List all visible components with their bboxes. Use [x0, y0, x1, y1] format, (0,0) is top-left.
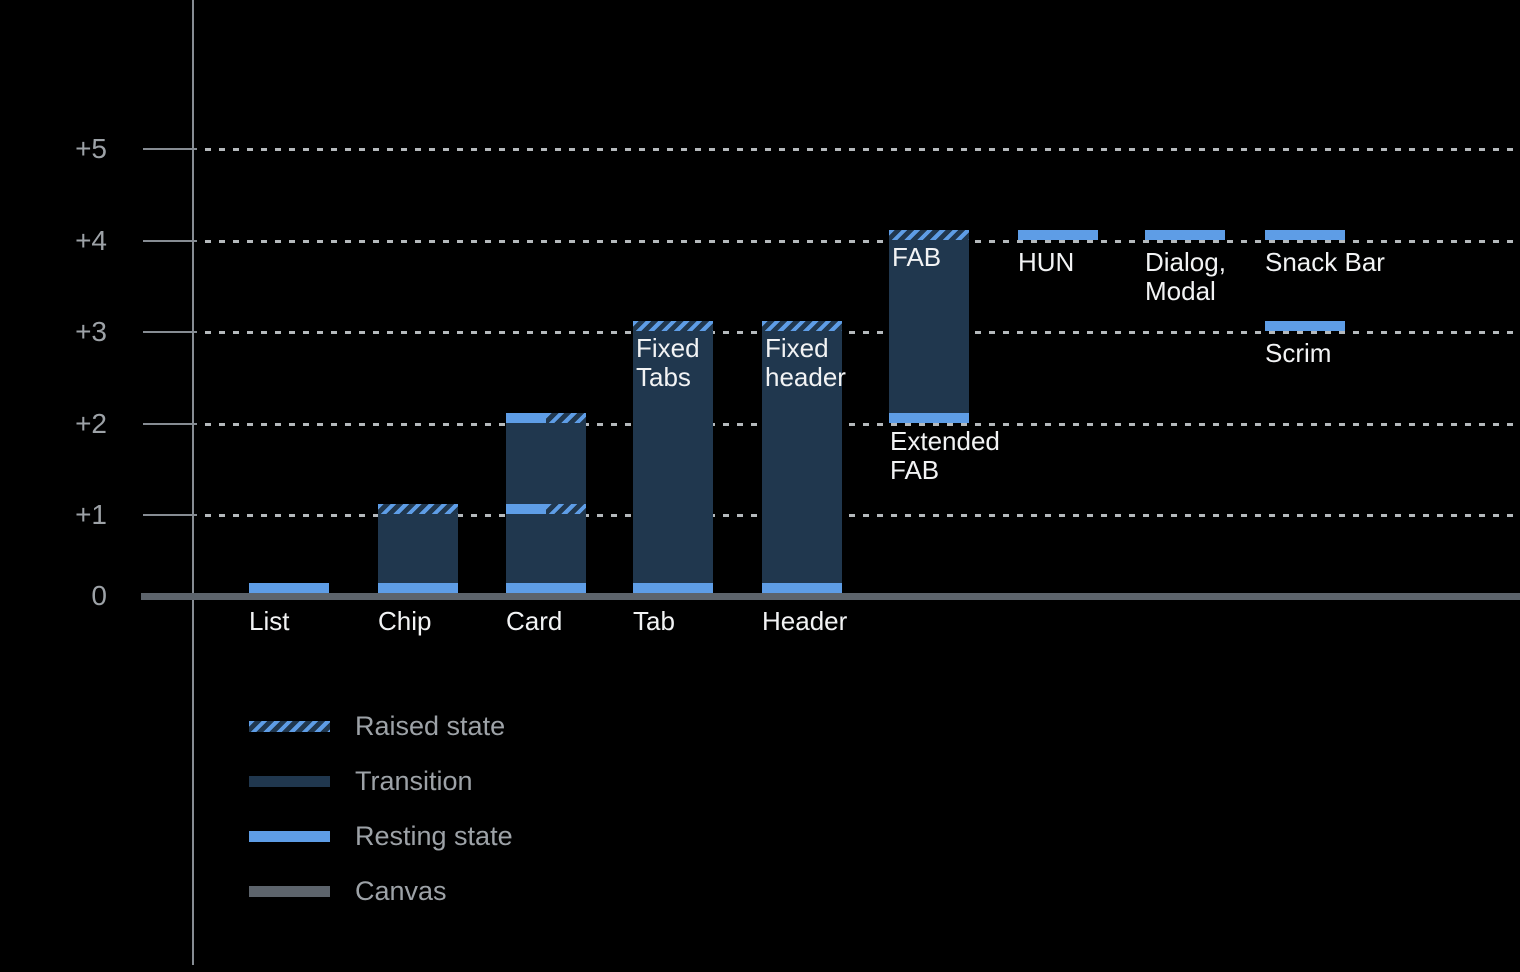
snack-bar-resting-band [1265, 230, 1345, 240]
chip-raised-band [378, 504, 458, 514]
gridline-3 [205, 331, 1520, 334]
tick-label-4: +4 [75, 225, 107, 256]
fixed-header-label: Fixed header [765, 334, 846, 392]
legend-label-raised-state: Raised state [355, 711, 506, 741]
canvas-baseline [141, 593, 1520, 600]
scrim-label: Scrim [1265, 339, 1331, 368]
legend-label-canvas: Canvas [355, 876, 447, 906]
gridline-4 [205, 240, 1520, 243]
dialog-modal-label-line: Modal [1145, 276, 1216, 306]
fixed-header-axis-label: Header [762, 606, 848, 636]
tick-mark-2 [143, 423, 197, 425]
legend-label-resting-state: Resting state [355, 821, 513, 851]
dialog-modal-label-line: Dialog, [1145, 247, 1226, 277]
gridline-1 [205, 514, 1520, 517]
tick-mark-4 [143, 240, 197, 242]
legend-item-raised-state: Raised state [249, 711, 513, 742]
fixed-header-transition-fill [762, 321, 842, 593]
fixed-header-label-line: Fixed [765, 333, 829, 363]
fixed-tabs-label: Fixed Tabs [636, 334, 700, 392]
fab-label: FAB [892, 243, 941, 272]
tick-label-2: +2 [75, 408, 107, 439]
fixed-tabs-label-line: Tabs [636, 362, 691, 392]
tick-mark-3 [143, 331, 197, 333]
tick-label-5: +5 [75, 133, 107, 164]
card-resting-band-2 [506, 413, 546, 423]
hun-resting-band [1018, 230, 1098, 240]
list-axis-label: List [249, 606, 290, 636]
fab-raised-band [889, 230, 969, 240]
fab-label-line: FAB [890, 455, 940, 485]
card-resting-band [506, 583, 586, 593]
chip-axis-label: Chip [378, 606, 432, 636]
legend-label-transition: Transition [355, 766, 473, 796]
tick-mark-5 [143, 148, 197, 150]
gridline-2 [205, 423, 1520, 426]
scrim-label-line: Scrim [1265, 338, 1332, 368]
legend-item-resting-state: Resting state [249, 821, 513, 852]
raised-state-swatch-icon [249, 721, 330, 732]
card-axis-label: Card [506, 606, 563, 636]
list-resting-band [249, 583, 329, 593]
legend-item-canvas: Canvas [249, 876, 513, 907]
transition-swatch-icon [249, 776, 330, 787]
dialog-modal-label: Dialog, Modal [1145, 248, 1226, 306]
legend: Raised state Transition Resting state Ca… [249, 711, 513, 931]
fixed-header-label-line: header [765, 362, 846, 392]
tick-label-3: +3 [75, 316, 107, 347]
card-raised-band-2 [546, 413, 586, 423]
tick-label-0: 0 [91, 580, 107, 611]
scrim-resting-band [1265, 321, 1345, 331]
hun-label: HUN [1018, 248, 1074, 277]
canvas-swatch-icon [249, 886, 330, 897]
fab-label: Extended FAB [890, 427, 1000, 485]
chip-transition-fill [378, 504, 458, 593]
resting-state-swatch-icon [249, 831, 330, 842]
fixed-tabs-label-line: Fixed [636, 333, 700, 363]
card-resting-band-1 [506, 504, 546, 514]
chip-resting-band [378, 583, 458, 593]
fab-transition-fill [889, 230, 969, 423]
tick-label-1: +1 [75, 499, 107, 530]
fixed-tabs-transition-fill [633, 321, 713, 593]
tick-mark-1 [143, 514, 197, 516]
fixed-tabs-raised-band [633, 321, 713, 331]
fab-label-line: FAB [892, 242, 942, 272]
fixed-header-resting-band [762, 583, 842, 593]
fixed-header-raised-band [762, 321, 842, 331]
snack-bar-label-line: Snack Bar [1265, 247, 1385, 277]
y-axis-line [192, 0, 194, 965]
hun-label-line: HUN [1018, 247, 1075, 277]
snack-bar-label: Snack Bar [1265, 248, 1385, 277]
card-transition-fill [506, 413, 586, 593]
fixed-tabs-axis-label: Tab [633, 606, 675, 636]
dialog-modal-resting-band [1145, 230, 1225, 240]
fixed-tabs-resting-band [633, 583, 713, 593]
fab-resting-band [889, 413, 969, 423]
gridline-5 [205, 148, 1520, 151]
card-raised-band-1 [546, 504, 586, 514]
fab-label-line: Extended [890, 426, 1000, 456]
legend-item-transition: Transition [249, 766, 513, 797]
